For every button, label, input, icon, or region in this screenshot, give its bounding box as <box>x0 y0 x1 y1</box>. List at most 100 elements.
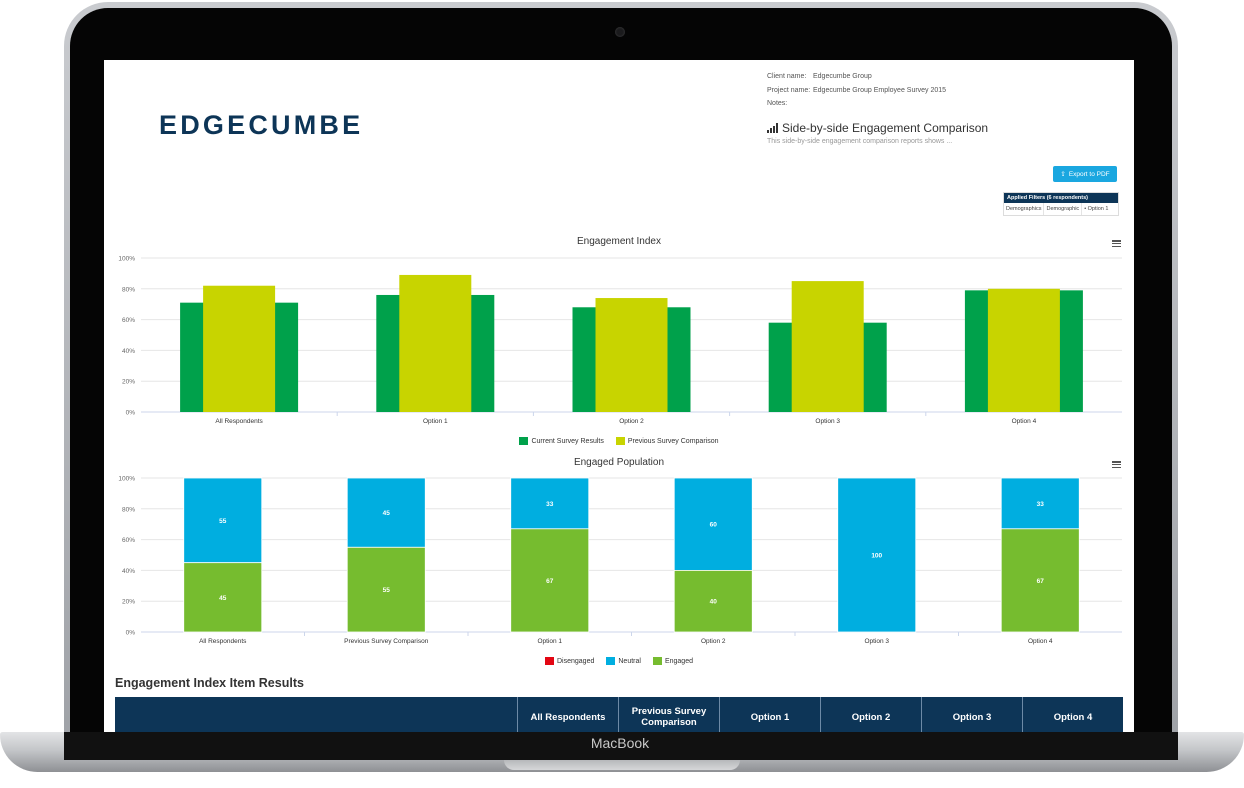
x-tick-label: Option 4 <box>1028 638 1053 645</box>
bar-previous-survey <box>791 281 864 412</box>
x-tick-label: Option 2 <box>619 418 644 425</box>
legend-swatch <box>606 657 616 665</box>
bar-neutral <box>510 477 590 530</box>
bar-engaged <box>1000 528 1080 633</box>
laptop-hinge <box>64 732 1178 760</box>
data-label: 67 <box>1037 578 1045 585</box>
table-header-cell[interactable]: Option 1 <box>719 697 820 732</box>
bar-previous-survey <box>987 288 1060 412</box>
table-header-cell[interactable]: All Respondents <box>517 697 618 732</box>
data-label: 45 <box>219 595 227 602</box>
engaged-population-title: Engaged Population <box>573 457 665 468</box>
bar-engaged <box>346 546 426 633</box>
legend-swatch <box>519 437 529 445</box>
chart-menu-icon[interactable] <box>1112 240 1121 247</box>
legend-item[interactable]: Engaged <box>652 657 693 665</box>
data-label: 33 <box>546 501 554 508</box>
laptop-notch <box>504 760 740 770</box>
legend-swatch <box>652 657 662 665</box>
x-tick-label: Option 1 <box>537 638 562 645</box>
y-tick-label: 40% <box>122 568 135 575</box>
x-tick-label: Option 2 <box>701 638 726 645</box>
y-tick-label: 60% <box>122 537 135 544</box>
report-title: Side-by-side Engagement Comparison <box>767 121 988 135</box>
filter-cell: Demographic <box>1044 203 1083 215</box>
x-tick-label: Option 3 <box>815 418 840 425</box>
y-tick-label: 0% <box>126 630 136 637</box>
legend-item[interactable]: Previous Survey Comparison <box>615 437 719 445</box>
bar-engaged <box>510 528 590 633</box>
engagement-index-chart: 0% 20% 40% 60% 80% 100% All Respondents Option … <box>118 256 1122 425</box>
screen[interactable]: EDGECUMBE Client name: Edgecumbe Group Pr… <box>104 60 1134 732</box>
bar-previous-survey <box>399 274 472 412</box>
x-tick-label: Option 4 <box>1012 418 1037 425</box>
data-label: 40 <box>710 599 718 606</box>
table-header-cell[interactable]: Option 3 <box>921 697 1022 732</box>
y-tick-label: 0% <box>126 410 136 417</box>
notes-row: Notes: <box>767 100 813 107</box>
bar-engaged <box>673 570 753 633</box>
table-header-cell[interactable]: Previous Survey Comparison <box>618 697 719 732</box>
legend-label: Disengaged <box>557 657 595 665</box>
legend-label: Engaged <box>664 657 693 665</box>
report-subtitle: This side-by-side engagement comparison … <box>767 138 953 145</box>
x-tick-label: Previous Survey Comparison <box>344 638 429 645</box>
engaged-population-chart: 0% 20% 40% 60% 80% 100% All Respondents Previou… <box>118 476 1122 645</box>
meta-key: Notes: <box>767 100 788 107</box>
bar-previous-survey <box>595 298 668 412</box>
table-header-cell[interactable]: Option 4 <box>1022 697 1123 732</box>
y-tick-label: 20% <box>122 379 135 386</box>
meta-key: Project name: <box>767 87 811 94</box>
filters-header: Applied Filters (6 respondents) <box>1004 193 1118 203</box>
x-tick-label: All Respondents <box>199 638 247 645</box>
table-header-cell[interactable]: Option 2 <box>820 697 921 732</box>
data-label: 33 <box>1037 501 1045 508</box>
filter-cell: Demographics <box>1004 203 1045 215</box>
device-label: MacBook <box>590 735 650 751</box>
legend-swatch <box>615 437 625 445</box>
legend-item[interactable]: Current Survey Results <box>519 437 604 445</box>
meta-key: Client name: <box>767 73 807 80</box>
bar-neutral <box>1000 477 1080 530</box>
x-tick-label: Option 1 <box>423 418 448 425</box>
bar-neutral <box>183 477 263 564</box>
y-tick-label: 80% <box>122 286 135 293</box>
bar-chart-icon <box>767 123 778 133</box>
export-label: Export to PDF <box>1068 170 1110 178</box>
y-tick-label: 100% <box>118 476 135 483</box>
section-title: Engagement Index Item Results <box>115 676 304 690</box>
data-label: 67 <box>546 578 554 585</box>
filters-row: Demographics Demographic • Option 1 <box>1004 203 1118 215</box>
data-label: 55 <box>219 518 227 525</box>
bar-neutral <box>837 477 917 633</box>
chart-menu-icon[interactable] <box>1112 461 1121 468</box>
legend-item[interactable]: Disengaged <box>545 657 594 665</box>
legend-swatch <box>545 657 554 665</box>
filter-cell[interactable]: • Option 1 <box>1084 206 1109 212</box>
data-label: 60 <box>710 522 718 529</box>
legend-label: Current Survey Results <box>531 437 604 445</box>
company-logo: EDGECUMBE <box>159 110 364 140</box>
bar-engaged <box>183 562 263 633</box>
export-icon: ⇪ <box>1060 171 1066 178</box>
engagement-index-legend: Current Survey Results Previous Survey C… <box>104 437 1134 445</box>
project-name-row: Project name: Edgecumbe Group Employee Su… <box>767 87 946 94</box>
export-pdf-button[interactable]: ⇪ Export to PDF <box>1053 166 1117 182</box>
x-tick-label: All Respondents <box>215 418 263 425</box>
meta-value: Edgecumbe Group <box>813 73 872 80</box>
x-tick-label: Option 3 <box>864 638 889 645</box>
bar-neutral <box>673 477 753 571</box>
table-header-cell <box>115 697 517 732</box>
y-tick-label: 40% <box>122 348 135 355</box>
client-name-row: Client name: Edgecumbe Group <box>767 73 872 80</box>
legend-item[interactable]: Neutral <box>606 657 641 665</box>
camera-icon <box>615 27 625 37</box>
y-tick-label: 20% <box>122 599 135 606</box>
bar-previous-survey <box>203 285 276 412</box>
y-tick-label: 80% <box>122 506 135 513</box>
results-table-header: All Respondents Previous Survey Comparis… <box>115 697 1123 732</box>
data-label: 55 <box>383 587 391 594</box>
data-label: 100 <box>871 553 882 560</box>
y-tick-label: 100% <box>118 256 135 263</box>
meta-value: Edgecumbe Group Employee Survey 2015 <box>813 87 947 94</box>
